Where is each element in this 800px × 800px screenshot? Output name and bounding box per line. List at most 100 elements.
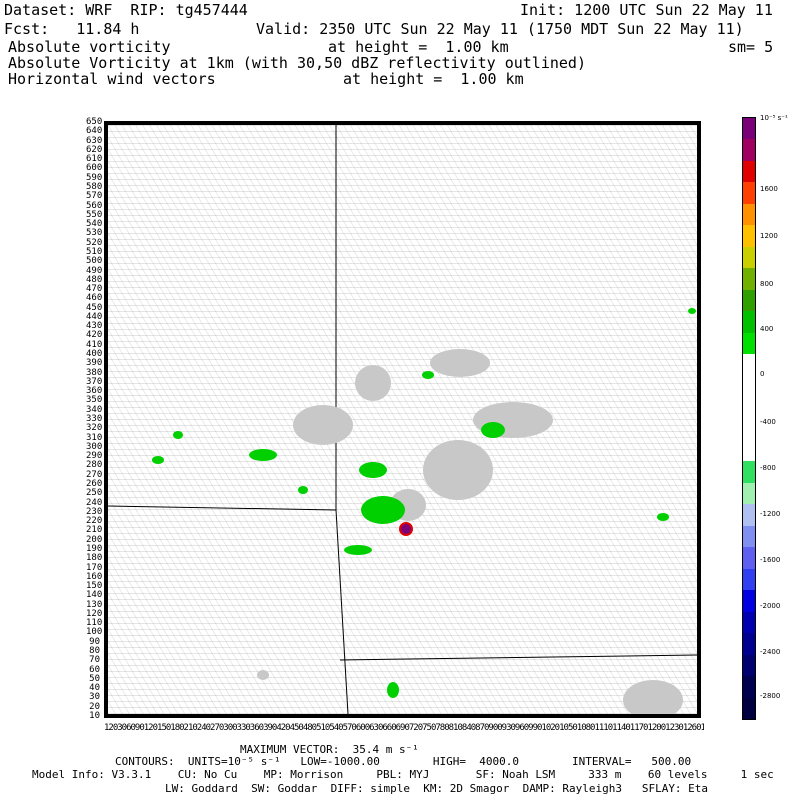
colorbar-tick-label: -800 (760, 464, 776, 472)
colorbar-tick-label: 800 (760, 280, 774, 288)
y-axis-tick-label: 220 (86, 516, 103, 527)
y-axis-tick-label: 430 (86, 321, 103, 332)
y-axis-tick-label: 420 (86, 330, 103, 341)
y-axis-tick-label: 300 (86, 441, 103, 452)
model-info-label: Model Info: V3.3.1 CU: No Cu MP: Morriso… (32, 768, 774, 781)
y-axis-tick-label: 250 (86, 488, 103, 499)
y-axis-tick-label: 600 (86, 163, 103, 174)
y-axis-tick-label: 90 (89, 636, 100, 647)
colorbar-segment (743, 439, 755, 463)
colorbar-segment (743, 590, 755, 613)
y-axis-tick-label: 30 (89, 692, 100, 703)
y-axis-tick-label: 230 (86, 506, 103, 517)
colorbar-segment (743, 676, 755, 699)
y-axis-tick-label: 80 (89, 646, 100, 657)
smoothing-label: sm= 5 (728, 38, 774, 56)
y-axis-tick-label: 560 (86, 200, 103, 211)
colorbar-segment (743, 547, 755, 570)
colorbar-segment (743, 418, 755, 442)
valid-time-label: Valid: 2350 UTC Sun 22 May 11 (1750 MDT … (256, 20, 744, 38)
vorticity-contour (688, 308, 696, 314)
y-axis-tick-label: 330 (86, 414, 103, 424)
y-axis-tick-label: 450 (86, 302, 103, 313)
field1-label: Absolute vorticity (8, 38, 171, 56)
colorbar-segment (743, 225, 755, 248)
y-axis-tick-label: 380 (86, 367, 103, 378)
colorbar-segment (743, 375, 755, 399)
y-axis-tick-label: 320 (86, 423, 103, 434)
y-axis-tick-label: 520 (86, 237, 103, 248)
field3-label: Horizontal wind vectors (8, 70, 216, 88)
colorbar-segment (743, 118, 755, 140)
colorbar-segment (743, 311, 755, 334)
y-axis-tick-label: 360 (86, 386, 103, 397)
vorticity-contour (361, 496, 405, 524)
reflectivity-area (355, 365, 391, 401)
colorbar-tick-label: -1600 (760, 556, 781, 564)
y-axis-tick-label: 630 (86, 135, 103, 146)
colorbar-segment (743, 482, 755, 505)
colorbar-tick-label: 1200 (760, 232, 778, 240)
vorticity-contour (657, 513, 669, 521)
y-axis-tick-label: 340 (86, 404, 103, 415)
y-axis-tick-label: 290 (86, 451, 103, 462)
y-axis-tick-label: 130 (86, 599, 103, 610)
y-axis-tick-label: 10 (89, 711, 100, 721)
colorbar-segment (743, 182, 755, 205)
y-axis-tick-label: 40 (89, 683, 100, 694)
vortex-center (399, 522, 413, 536)
y-axis-tick-label: 580 (86, 181, 103, 192)
y-axis-tick-label: 70 (89, 655, 100, 666)
y-axis-tick-label: 190 (86, 543, 103, 554)
colorbar-segment (743, 504, 755, 527)
y-axis-tick-label: 180 (86, 553, 103, 564)
vorticity-contour (152, 456, 164, 464)
dataset-label: Dataset: WRF RIP: tg457444 (4, 1, 248, 19)
map-plot (104, 121, 701, 718)
vorticity-contour (359, 462, 387, 478)
y-axis-tick-label: 480 (86, 274, 103, 285)
y-axis-tick-label: 640 (86, 126, 103, 137)
y-axis-tick-label: 350 (86, 395, 103, 406)
colorbar-segment (743, 332, 755, 355)
colorbar-segment (743, 289, 755, 312)
y-axis-tick-label: 470 (86, 284, 103, 295)
vorticity-contour (481, 422, 505, 438)
y-axis-tick-label: 540 (86, 219, 103, 230)
vorticity-contour (344, 545, 372, 555)
colorbar-tick-label: 0 (760, 370, 765, 378)
x-axis-labels: 1203060901201501802102402703003303603904… (104, 723, 704, 733)
vorticity-contour (422, 371, 434, 379)
y-axis-tick-label: 400 (86, 349, 103, 360)
y-axis-tick-label: 530 (86, 228, 103, 239)
reflectivity-area (257, 670, 269, 680)
boundary-line (339, 654, 697, 661)
y-axis-tick-label: 60 (89, 664, 100, 675)
init-time-label: Init: 1200 UTC Sun 22 May 11 (520, 1, 773, 19)
colorbar-segment (743, 633, 755, 656)
vorticity-contour (249, 449, 277, 461)
map-overlay (108, 125, 697, 714)
vorticity-contour (387, 682, 399, 698)
colorbar-segment (743, 611, 755, 634)
y-axis-tick-label: 160 (86, 571, 103, 582)
forecast-hour-label: Fcst: 11.84 h (4, 20, 140, 38)
boundary-line (108, 505, 337, 511)
y-axis-tick-label: 240 (86, 497, 103, 508)
y-axis-tick-label: 170 (86, 562, 103, 573)
colorbar-segment (743, 139, 755, 162)
colorbar-tick-label: 400 (760, 325, 774, 333)
y-axis-tick-label: 310 (86, 432, 103, 443)
field3-height-label: at height = 1.00 km (343, 70, 524, 88)
colorbar-unit-label: 10⁻⁵ s⁻¹ (760, 114, 788, 122)
y-axis-tick-label: 390 (86, 358, 103, 369)
y-axis-tick-label: 440 (86, 311, 103, 322)
y-axis-tick-label: 460 (86, 293, 103, 304)
field2-label: Absolute Vorticity at 1km (with 30,50 dB… (8, 54, 586, 72)
y-axis-tick-label: 490 (86, 265, 103, 276)
y-axis-tick-label: 570 (86, 191, 103, 202)
field1-height-label: at height = 1.00 km (328, 38, 509, 56)
y-axis-tick-label: 200 (86, 534, 103, 545)
boundary-line (335, 509, 349, 714)
y-axis-tick-label: 150 (86, 581, 103, 592)
